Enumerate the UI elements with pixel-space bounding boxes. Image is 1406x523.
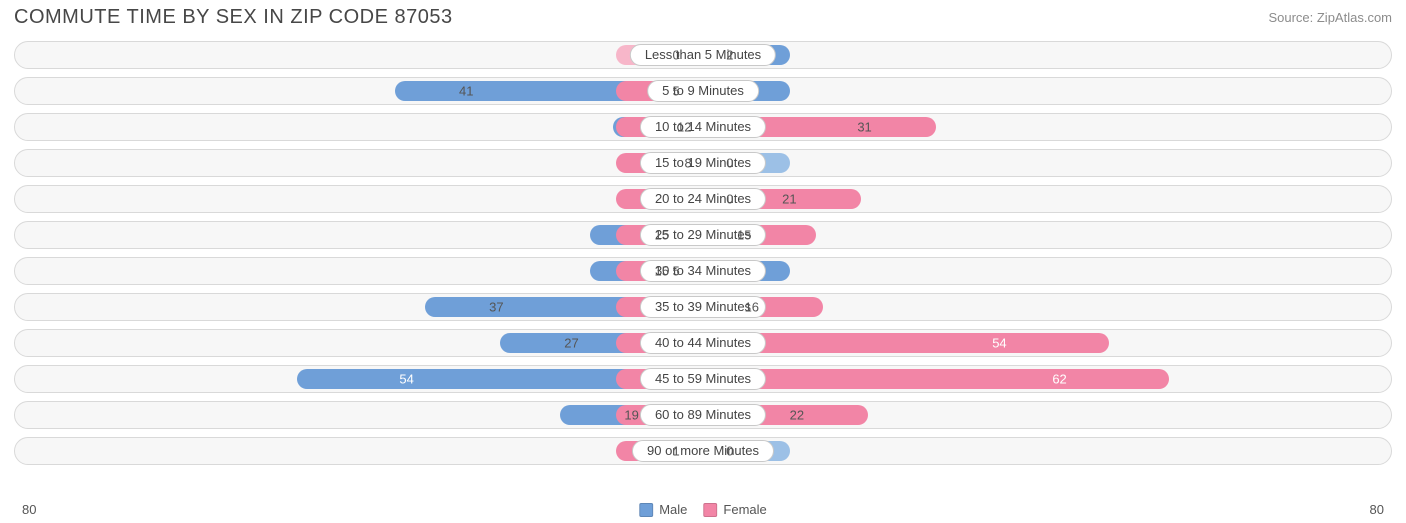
male-value: 37	[489, 300, 511, 315]
row-label: 90 or more Minutes	[632, 440, 774, 462]
female-value: 1	[664, 444, 679, 459]
male-value: 27	[564, 336, 586, 351]
source-label: Source: ZipAtlas.com	[1268, 10, 1392, 25]
male-value: 0	[726, 156, 741, 171]
female-value: 5	[664, 84, 679, 99]
row-label: 20 to 24 Minutes	[640, 188, 766, 210]
male-value: 19	[624, 408, 646, 423]
row-track: 20 to 24 Minutes0 21	[14, 185, 1392, 213]
row-label: 45 to 59 Minutes	[640, 368, 766, 390]
legend-female: Female	[703, 502, 766, 517]
male-value: 0	[726, 444, 741, 459]
female-value: 62	[1052, 372, 1066, 387]
female-value: 21	[774, 192, 796, 207]
row-track: 90 or more Minutes0 1	[14, 437, 1392, 465]
female-value: 31	[849, 120, 871, 135]
legend-male-label: Male	[659, 502, 687, 517]
legend-female-label: Female	[723, 502, 766, 517]
row-label: 60 to 89 Minutes	[640, 404, 766, 426]
row-track: 15 to 19 Minutes0 8	[14, 149, 1392, 177]
male-value: 54	[399, 372, 413, 387]
row-track: Less than 5 Minutes2 0	[14, 41, 1392, 69]
male-value: 0	[726, 192, 741, 207]
male-value: 12	[677, 120, 699, 135]
row-label: Less than 5 Minutes	[630, 44, 776, 66]
axis-max-right: 80	[1370, 502, 1384, 517]
footer: 80 Male Female 80	[0, 502, 1406, 517]
male-value: 41	[459, 84, 481, 99]
male-value: 2	[726, 48, 741, 63]
female-value: 15	[729, 228, 751, 243]
female-value: 8	[676, 156, 691, 171]
chart-area: Less than 5 Minutes205 to 9 Minutes41510…	[0, 33, 1406, 465]
female-value: 16	[737, 300, 759, 315]
row-label: 15 to 19 Minutes	[640, 152, 766, 174]
row-label: 10 to 14 Minutes	[640, 116, 766, 138]
legend-male: Male	[639, 502, 687, 517]
row-label: 40 to 44 Minutes	[640, 332, 766, 354]
row-track: 30 to 34 Minutes155	[14, 257, 1392, 285]
row-track: 60 to 89 Minutes19 22	[14, 401, 1392, 429]
female-value: 54	[992, 336, 1006, 351]
female-swatch	[703, 503, 717, 517]
female-value: 5	[664, 264, 679, 279]
row-track: 45 to 59 Minutes 54 62	[14, 365, 1392, 393]
axis-max-left: 80	[22, 502, 36, 517]
chart-title: COMMUTE TIME BY SEX IN ZIP CODE 87053	[14, 6, 453, 29]
row-track: 5 to 9 Minutes415	[14, 77, 1392, 105]
header: COMMUTE TIME BY SEX IN ZIP CODE 87053 So…	[0, 0, 1406, 33]
legend: Male Female	[639, 502, 767, 517]
male-value: 15	[654, 228, 676, 243]
row-track: 25 to 29 Minutes1515	[14, 221, 1392, 249]
female-value: 22	[782, 408, 804, 423]
row-track: 10 to 14 Minutes12 31	[14, 113, 1392, 141]
male-swatch	[639, 503, 653, 517]
row-track: 40 to 44 Minutes 27 54	[14, 329, 1392, 357]
row-track: 35 to 39 Minutes3716	[14, 293, 1392, 321]
female-value: 0	[664, 48, 679, 63]
